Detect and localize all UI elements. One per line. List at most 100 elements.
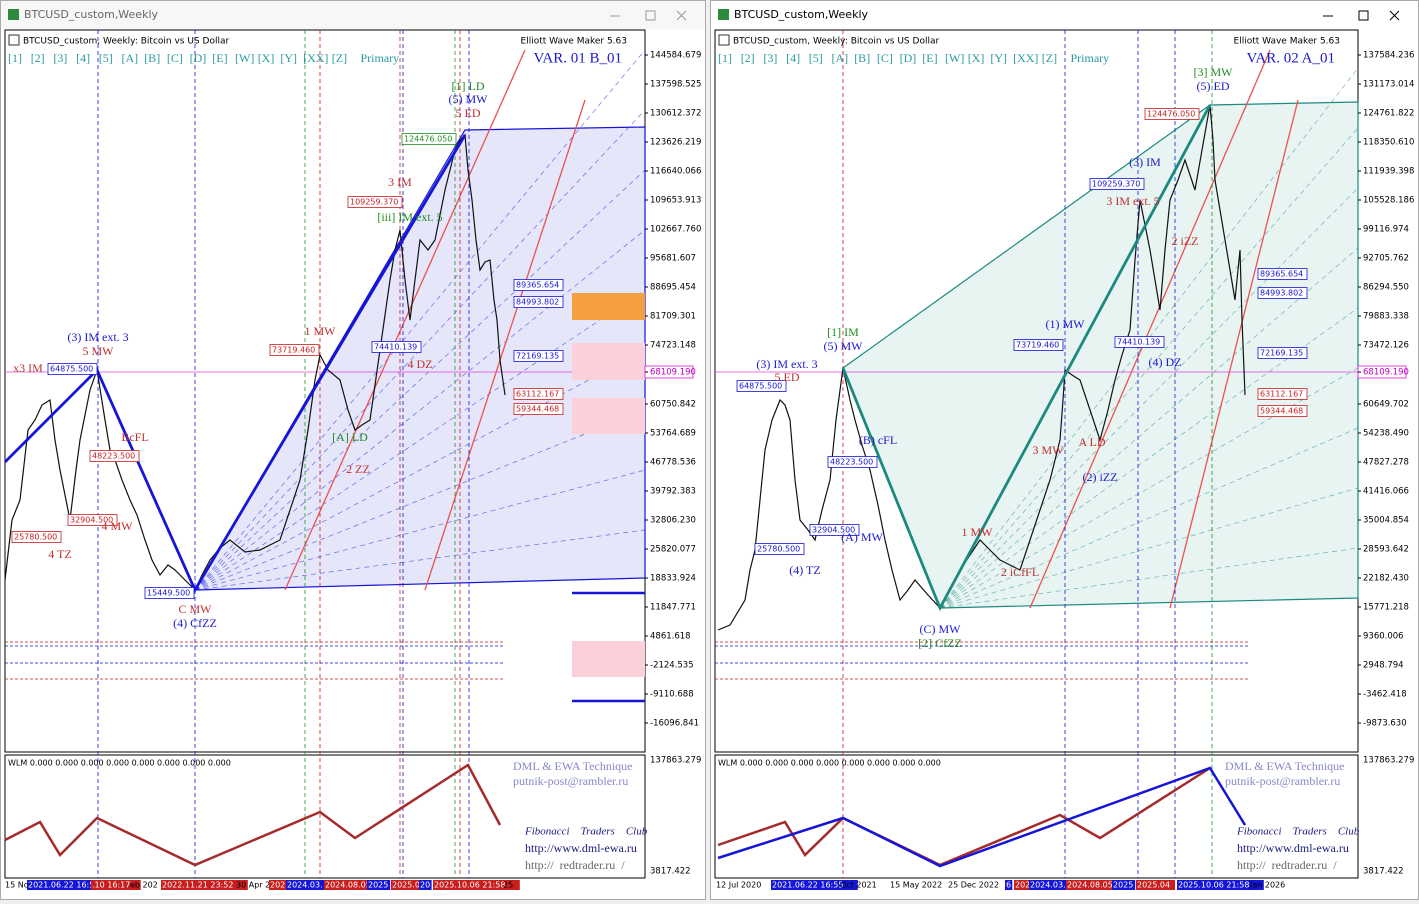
wave-button[interactable]: [3] bbox=[53, 51, 67, 65]
wave-label: (3) IM ext. 3 bbox=[756, 357, 817, 371]
price-label: 109653.913 bbox=[650, 196, 701, 206]
wave-button[interactable]: [XX] bbox=[1013, 51, 1038, 65]
level-box-label: 64875.500 bbox=[739, 382, 782, 391]
credit-text: putnik-post@rambler.ru bbox=[1225, 774, 1340, 788]
window-title: BTCUSD_custom,Weekly bbox=[24, 8, 159, 21]
price-label: 68109.190 bbox=[650, 368, 696, 378]
level-box-label: 74410.139 bbox=[1117, 338, 1160, 347]
price-label: 41416.066 bbox=[1363, 487, 1409, 497]
chart-window: BTCUSD_custom,Weekly BTCUSD_custom, Weekl… bbox=[710, 0, 1419, 900]
wave-label: [2] CfZZ bbox=[918, 636, 962, 650]
price-label: -9110.688 bbox=[650, 690, 694, 700]
level-box bbox=[809, 524, 860, 536]
date-label: Oct 2021 bbox=[840, 881, 877, 890]
wave-button[interactable]: [4] bbox=[76, 51, 90, 65]
level-box bbox=[827, 456, 878, 468]
wave-label: (5) MW bbox=[824, 339, 864, 353]
date-marker-bg bbox=[771, 880, 858, 890]
wave-button[interactable]: [C] bbox=[877, 51, 893, 65]
level-box bbox=[1257, 268, 1308, 280]
level-box-label: 72169.135 bbox=[1260, 349, 1303, 358]
wave-button[interactable]: [2] bbox=[31, 51, 45, 65]
wave-button[interactable]: [Z] bbox=[1042, 51, 1057, 65]
date-label: 2025.10.06 21:58 bbox=[434, 881, 505, 890]
wave-button[interactable]: [Y] bbox=[990, 51, 1007, 65]
credit-text: http:// redtrader.ru / bbox=[1237, 858, 1337, 872]
maximize-button[interactable] bbox=[1358, 10, 1369, 21]
wave-label: 3 MW bbox=[1033, 443, 1065, 457]
wave-button[interactable]: [Y] bbox=[280, 51, 297, 65]
wave-label: 5 MW bbox=[83, 344, 115, 358]
fib-ray bbox=[939, 247, 1359, 609]
price-label: 92705.762 bbox=[1363, 254, 1409, 264]
wave-button[interactable]: Primary bbox=[1071, 51, 1110, 65]
date-marker-bg bbox=[1136, 880, 1176, 890]
date-label: 25 Dec 2022 bbox=[948, 881, 999, 890]
wave-line bbox=[4, 134, 467, 594]
wave-button[interactable]: Primary bbox=[361, 51, 400, 65]
date-marker-bg bbox=[433, 880, 520, 890]
wave-button[interactable]: [1] bbox=[718, 51, 732, 65]
wave-button[interactable]: [2] bbox=[741, 51, 755, 65]
wave-button[interactable]: [C] bbox=[167, 51, 183, 65]
price-label: 99116.974 bbox=[1363, 225, 1409, 235]
wave-button[interactable]: [Z] bbox=[332, 51, 347, 65]
zone bbox=[572, 641, 645, 677]
wave-button[interactable]: [4] bbox=[786, 51, 800, 65]
indicator-price: 3817.422 bbox=[1363, 867, 1404, 877]
level-box-label: 84993.802 bbox=[1260, 289, 1303, 298]
fib-ray bbox=[939, 67, 1359, 609]
wave-button[interactable]: [E] bbox=[922, 51, 937, 65]
level-box bbox=[513, 350, 564, 362]
wave-button[interactable]: [B] bbox=[854, 51, 870, 65]
level-box-label: 63112.167 bbox=[516, 390, 559, 399]
close-button[interactable] bbox=[1389, 10, 1400, 21]
wave-button[interactable]: [A] bbox=[832, 51, 849, 65]
wave-label: 4 TZ bbox=[48, 547, 71, 561]
wave-button[interactable]: [3] bbox=[763, 51, 777, 65]
date-label: 15 No bbox=[5, 881, 29, 890]
level-box-label: 109259.370 bbox=[350, 198, 398, 207]
level-box bbox=[1257, 347, 1308, 359]
wave-button[interactable]: [1] bbox=[8, 51, 22, 65]
price-label: -9873.630 bbox=[1363, 719, 1407, 729]
date-label: 20 bbox=[420, 881, 430, 890]
price-label: 11847.771 bbox=[650, 603, 696, 613]
indicator-line bbox=[4, 763, 502, 867]
date-marker-bg bbox=[1014, 880, 1032, 890]
date-marker-bg bbox=[367, 880, 391, 890]
wave-button[interactable]: [D] bbox=[900, 51, 917, 65]
price-label: 35004.854 bbox=[1363, 516, 1409, 526]
price-label: 25820.077 bbox=[650, 545, 696, 555]
fib-ray bbox=[194, 289, 646, 591]
level-box-label: 74410.139 bbox=[374, 343, 417, 352]
level-box bbox=[513, 279, 564, 291]
credit-text: DML & EWA Technique bbox=[1225, 759, 1344, 773]
price-label: 73472.126 bbox=[1363, 341, 1409, 351]
trend-line bbox=[1169, 99, 1299, 609]
wave-button[interactable]: [E] bbox=[212, 51, 227, 65]
maximize-button[interactable] bbox=[645, 10, 656, 21]
wave-label: [3] MW bbox=[1194, 65, 1234, 79]
date-label: 2025.04 bbox=[392, 881, 425, 890]
wave-button[interactable]: [D] bbox=[190, 51, 207, 65]
fib-ray bbox=[194, 349, 646, 591]
wave-button[interactable]: [XX] bbox=[303, 51, 328, 65]
wave-button[interactable]: [5] bbox=[809, 51, 823, 65]
wave-button[interactable]: [X] bbox=[968, 51, 985, 65]
wave-button[interactable]: [W] bbox=[945, 51, 964, 65]
chart-header: BTCUSD_custom, Weekly: Bitcoin vs US Dol… bbox=[733, 37, 939, 47]
price-label: 15771.218 bbox=[1363, 603, 1409, 613]
date-label: 2021.06.22 16:55 bbox=[772, 881, 843, 890]
date-label: 2024.03. bbox=[287, 881, 323, 890]
price-label: 86294.550 bbox=[1363, 283, 1409, 293]
wave-button[interactable]: [B] bbox=[144, 51, 160, 65]
wave-button[interactable]: [W] bbox=[235, 51, 254, 65]
wave-button[interactable]: [X] bbox=[258, 51, 275, 65]
level-box bbox=[401, 133, 457, 145]
wave-button[interactable]: [A] bbox=[122, 51, 139, 65]
wave-button[interactable]: [5] bbox=[99, 51, 113, 65]
close-button[interactable] bbox=[676, 10, 687, 21]
level-box-label: 25780.500 bbox=[757, 545, 800, 554]
